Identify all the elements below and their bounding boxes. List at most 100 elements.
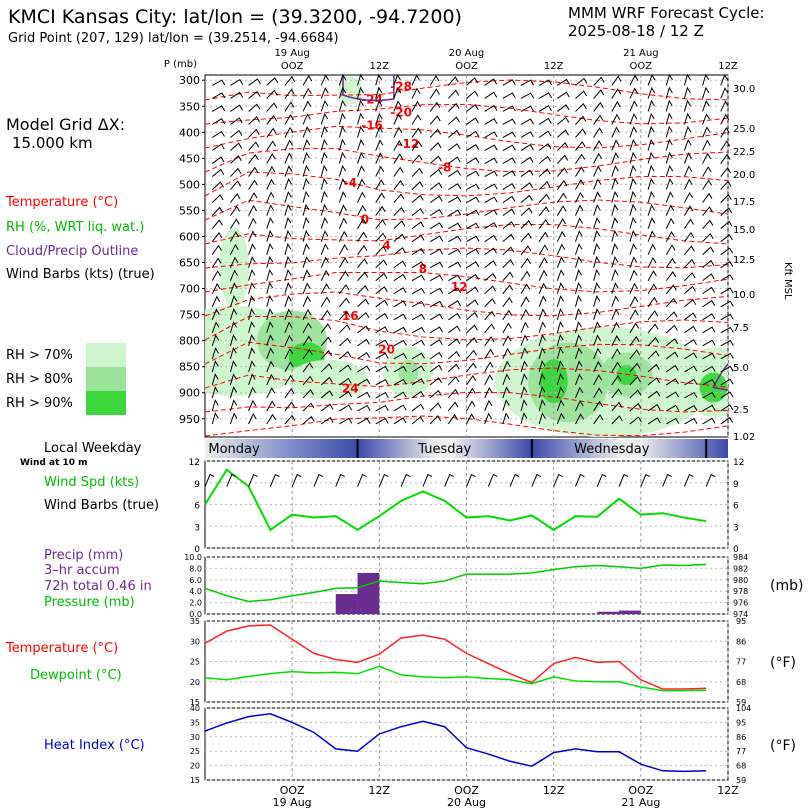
wind-barb-562: [574, 360, 583, 373]
wind-barb-674: [647, 417, 661, 425]
wind-barb-228: [357, 231, 367, 242]
wind-barb-149: [302, 256, 310, 268]
wind-barb-370: [448, 325, 461, 334]
wind-barb-455: [502, 373, 511, 386]
wind-barb-393: [466, 273, 480, 282]
wind-barb-778: [720, 365, 734, 373]
wind-barb-768: [720, 234, 733, 243]
wind-barb-264: [375, 352, 389, 360]
wind-barb-487: [538, 92, 553, 99]
page-title: KMCI Kansas City: lat/lon = (39.3200, -9…: [8, 6, 462, 28]
wind-barb-713: [684, 218, 694, 229]
rh70-label: RH > 70%: [6, 348, 73, 363]
wind-barb-639: [629, 309, 639, 321]
wind-barb-479: [520, 334, 529, 347]
wind-barb-584: [593, 295, 601, 307]
wind-barb-225: [357, 191, 366, 203]
wind-barb-688: [665, 244, 676, 255]
wind-barb-571: [593, 127, 603, 138]
wind-barb-427: [484, 361, 494, 373]
right-tick-3: 20.0: [733, 170, 755, 181]
wind-barb-388: [466, 209, 480, 217]
wind-barb-567: [593, 76, 605, 86]
wind-barb-761: [720, 140, 731, 151]
ytick-350: 350: [179, 100, 200, 113]
wind-barb-690: [665, 271, 677, 282]
wind-barb-209: [339, 337, 351, 347]
wind-barb-249: [375, 152, 384, 164]
wind-barb-454: [502, 360, 511, 373]
wind-barb-632: [629, 216, 637, 229]
wind-10m-barb-15: [531, 473, 542, 487]
wind-barb-421: [484, 285, 497, 295]
wind-barb-476: [520, 296, 530, 308]
wind-barb-321: [411, 390, 425, 399]
wind-barb-652: [647, 125, 655, 138]
wind-barb-781: [720, 404, 734, 412]
wind-barb-32: [230, 142, 243, 151]
wind-barb-371: [448, 338, 461, 347]
wind-barb-151: [302, 282, 311, 294]
wind-barb-199: [338, 204, 347, 216]
wind-barb-327: [429, 115, 441, 125]
wind-10m-barb-6: [335, 473, 345, 487]
wind-barb-649: [647, 86, 656, 99]
wind-barb-669: [647, 350, 660, 360]
wind-10m-barb-4: [291, 473, 302, 487]
wind-10m-barb-14: [509, 473, 520, 487]
wind-barb-322: [411, 403, 425, 412]
wind-barb-522: [556, 192, 567, 203]
wind-barb-457: [502, 399, 510, 412]
wind-barb-262: [375, 326, 389, 334]
wind-barb-351: [447, 76, 459, 86]
wind-barb-193: [338, 125, 346, 138]
rh70-swatch: [86, 343, 126, 367]
top-time-1: 12Z: [370, 61, 390, 72]
wind-barb-556: [574, 281, 582, 294]
wind-barb-75: [248, 347, 256, 360]
wind-barb-300: [411, 114, 422, 125]
day-label-2: Wednesday: [574, 442, 650, 457]
wind-barb-629: [629, 177, 637, 190]
wind-barb-244: [375, 86, 383, 99]
wind-barb-66: [248, 230, 257, 242]
wind-barb-673: [647, 403, 661, 412]
wind-barb-416: [484, 222, 498, 230]
wind-barb-172: [320, 203, 328, 216]
wind-barb-490: [538, 130, 552, 138]
temp-ftick-95: 95: [736, 617, 746, 626]
wind-barb-769: [720, 247, 734, 256]
wind-barb-311: [411, 261, 425, 269]
wind-barb-563: [574, 373, 583, 386]
wind-barb-482: [520, 373, 528, 386]
wind-barb-696: [665, 351, 679, 360]
wind-barb-655: [647, 164, 655, 177]
wind-barb-426: [484, 348, 495, 360]
right-tick-7: 10.0: [733, 290, 755, 301]
wind-barb-359: [448, 183, 462, 191]
wind-barb-63: [248, 192, 258, 203]
wind-barb-354: [448, 116, 460, 125]
wind-barb-609: [611, 269, 619, 281]
wind-barb-60: [248, 154, 259, 164]
wind-barb-61: [248, 166, 259, 177]
wind-barb-177: [320, 269, 330, 281]
ytick-900: 900: [179, 387, 200, 400]
wind-10m-barb-17: [574, 473, 585, 487]
isotherm-label-7: 0: [361, 212, 369, 226]
wind-barb-118: [284, 203, 292, 216]
wind-barb-301: [411, 127, 422, 138]
wind-barb-613: [611, 321, 620, 334]
day-bar-seg-2: [531, 439, 728, 458]
wind-barb-21: [211, 347, 219, 360]
wind-barb-49: [229, 360, 237, 373]
wind-barb-453: [502, 347, 511, 360]
wind-barb-434: [502, 105, 516, 112]
wind-barb-241: [357, 404, 371, 412]
wind-barb-53: [229, 412, 238, 425]
wind-barb-415: [484, 209, 498, 217]
wind-barb-631: [629, 203, 637, 216]
wind-barb-346: [429, 364, 443, 373]
wind-barb-343: [429, 326, 443, 334]
wind-barb-127: [284, 321, 293, 334]
